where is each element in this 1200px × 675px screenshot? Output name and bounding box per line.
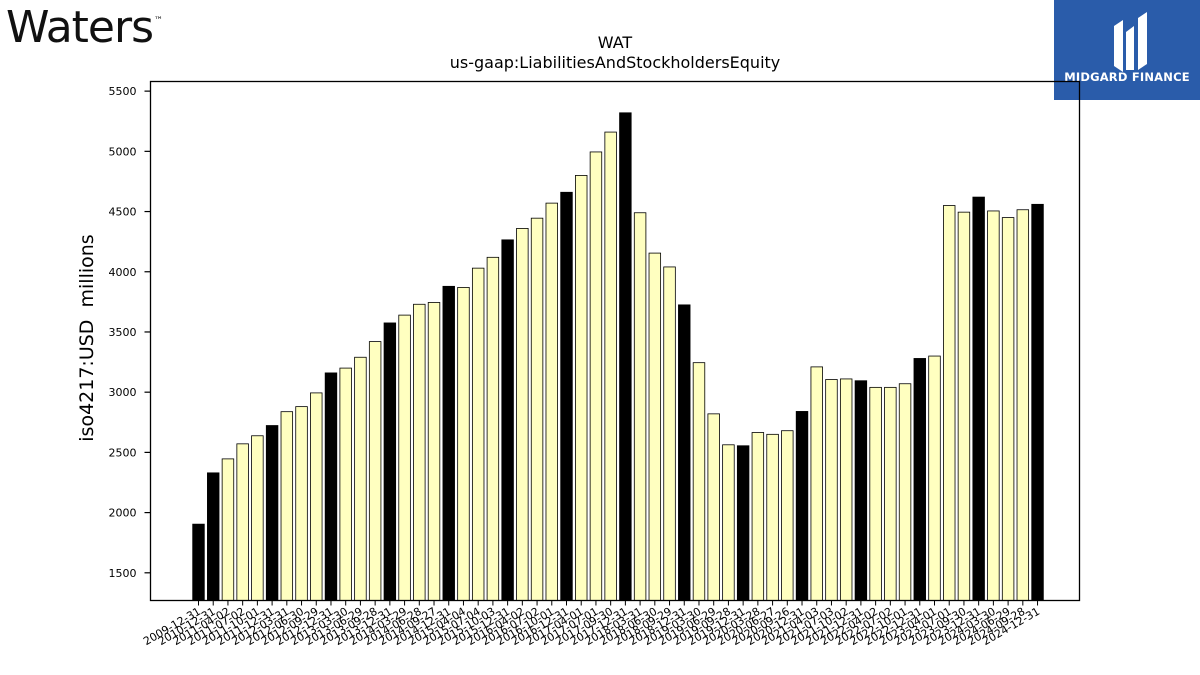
- bar-2021-07-03: [825, 379, 838, 601]
- bar-2011-10-01: [251, 435, 264, 601]
- midgard-finance-logo: MIDGARD FINANCE: [1054, 0, 1200, 100]
- bar-2012-09-29: [310, 392, 323, 601]
- bar-2021-12-31: [854, 380, 868, 601]
- bar-2014-03-29: [398, 314, 411, 601]
- bar-2021-10-02: [839, 378, 853, 601]
- midgard-emblem-icon: [1114, 12, 1147, 72]
- bar-2012-06-30: [295, 406, 308, 601]
- bar-2022-12-31: [913, 358, 926, 601]
- waters-logo: Waters™: [6, 2, 163, 53]
- bar-2015-04-04: [457, 287, 470, 601]
- bar-2023-04-01: [928, 355, 941, 601]
- bar-2020-12-31: [795, 411, 809, 601]
- y-tick-label: 2500: [109, 446, 137, 459]
- bar-2018-06-30: [648, 252, 662, 601]
- bar-2011-04-02: [221, 458, 235, 601]
- y-tick-label: 4500: [109, 206, 137, 219]
- bar-2013-09-28: [368, 341, 382, 601]
- chart-title: WAT: [598, 33, 633, 52]
- bar-2022-04-02: [869, 386, 882, 601]
- y-tick-label: 4000: [109, 266, 137, 279]
- bar-2015-07-04: [471, 267, 485, 601]
- bar-2014-09-27: [427, 302, 441, 601]
- bar-2015-12-31: [501, 239, 514, 601]
- chart-subtitle: us-gaap:LiabilitiesAndStockholdersEquity: [450, 53, 781, 72]
- trademark-mark: ™: [154, 16, 163, 26]
- bar-2012-12-31: [324, 372, 338, 601]
- bar-2020-09-26: [781, 430, 794, 601]
- bar-2017-04-01: [575, 175, 588, 601]
- bar-2023-09-30: [957, 211, 971, 601]
- bar-2022-07-02: [884, 386, 897, 601]
- bar-2016-10-01: [545, 202, 558, 601]
- bar-2015-10-03: [486, 256, 500, 601]
- bar-2016-07-02: [530, 217, 544, 601]
- bar-2011-12-31: [265, 425, 279, 601]
- bar-2016-12-31: [560, 191, 573, 601]
- bar-2023-07-01: [943, 205, 956, 601]
- bar-2024-09-28: [1016, 209, 1030, 601]
- bar-2024-03-30: [987, 210, 1000, 601]
- bar-2016-04-02: [516, 228, 529, 601]
- bar-2017-09-30: [604, 131, 617, 601]
- y-tick-label: 2000: [109, 507, 137, 520]
- bar-2024-06-29: [1001, 217, 1015, 601]
- bar-2010-12-31: [207, 472, 220, 601]
- bar-2013-06-29: [354, 356, 367, 601]
- y-tick-label: 5500: [109, 85, 137, 98]
- y-tick-label: 1500: [109, 567, 137, 580]
- bar-2017-12-31: [619, 112, 632, 601]
- bar-2014-06-28: [413, 303, 426, 601]
- midgard-logo-text: MIDGARD FINANCE: [1064, 70, 1190, 84]
- bar-2018-12-31: [678, 304, 691, 601]
- y-axis-label: iso4217:USD millions: [76, 234, 98, 441]
- bar-2013-12-31: [383, 322, 397, 601]
- bar-2019-03-30: [692, 362, 706, 601]
- bar-2022-10-01: [898, 383, 912, 601]
- bar-2019-12-31: [736, 445, 750, 601]
- bar-2020-03-28: [751, 432, 765, 601]
- plot-frame: [149, 80, 1081, 602]
- bar-2019-09-28: [722, 444, 735, 601]
- bar-2020-06-27: [766, 433, 779, 601]
- bar-2012-03-31: [280, 411, 294, 601]
- waters-logo-text: Waters: [6, 2, 154, 53]
- bar-2021-04-03: [810, 366, 823, 601]
- bar-2018-09-29: [663, 266, 676, 601]
- bar-2017-07-01: [589, 151, 603, 601]
- bar-2019-06-29: [707, 413, 720, 601]
- bar-2013-03-30: [339, 367, 352, 601]
- bar-2009-12-31: [192, 523, 205, 601]
- y-tick-label: 5000: [109, 145, 137, 158]
- y-tick-label: 3000: [109, 386, 137, 399]
- bar-2014-12-31: [442, 285, 455, 601]
- bar-2023-12-31: [972, 196, 985, 601]
- bar-2024-12-31: [1031, 203, 1044, 601]
- y-tick-label: 3500: [109, 326, 137, 339]
- bar-2018-03-31: [633, 212, 647, 601]
- bar-2011-07-02: [236, 443, 249, 601]
